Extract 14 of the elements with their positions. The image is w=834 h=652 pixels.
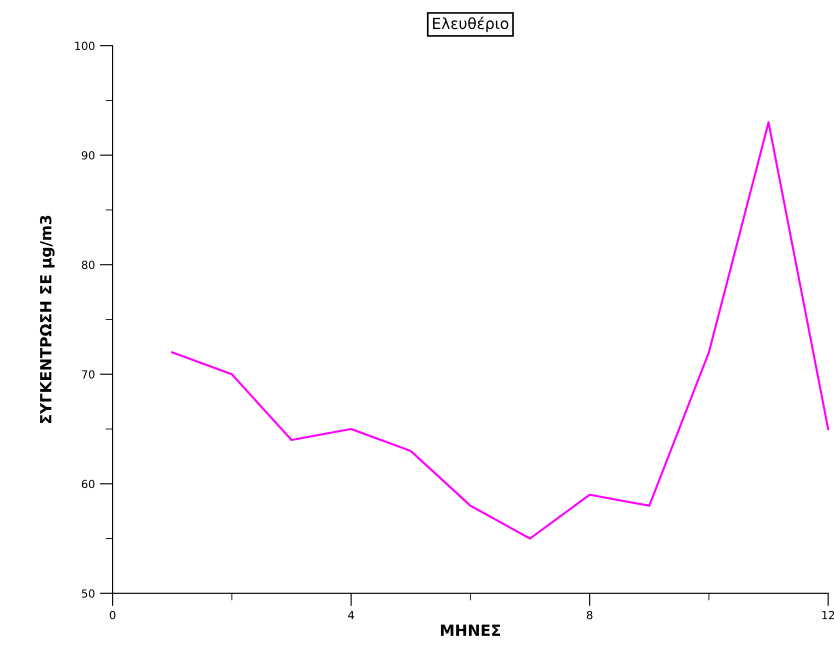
y-tick-label: 100 [75,42,94,50]
y-tick-label: 80 [82,260,94,270]
y-axis-title: ΣΥΓΚΕΝΤΡΩΣΗ ΣΕ μg/m3 [40,216,55,424]
x-axis-title: ΜΗΝΕΣ [440,624,500,636]
y-tick-label: 90 [82,151,94,160]
x-tick-label: 4 [348,611,354,620]
chart-title: Ελευθέριο [433,16,508,32]
y-tick-label: 60 [82,480,94,488]
line-series [171,121,830,540]
x-tick-label: 0 [110,610,116,620]
x-tick-label: 8 [586,610,592,620]
y-tick-label: 50 [82,589,94,598]
y-tick-label: 70 [82,370,94,379]
x-tick-label: 12 [822,610,834,620]
